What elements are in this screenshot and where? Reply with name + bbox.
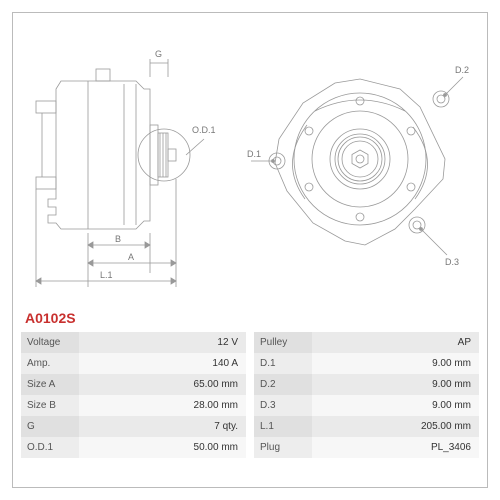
spec-value: 9.00 mm xyxy=(312,374,479,395)
side-view-drawing: G O.D.1 B A L.1 xyxy=(26,29,236,299)
spec-row: PulleyAP xyxy=(254,332,479,353)
spec-label: D.1 xyxy=(254,353,312,374)
spec-row: D.39.00 mm xyxy=(254,395,479,416)
spec-label: D.3 xyxy=(254,395,312,416)
spec-value: 7 qty. xyxy=(79,416,246,437)
part-number: A0102S xyxy=(25,310,479,326)
dim-label-d2: D.2 xyxy=(455,65,469,75)
spec-row: G7 qty. xyxy=(21,416,246,437)
dim-label-od1: O.D.1 xyxy=(192,125,216,135)
spec-sheet-frame: G O.D.1 B A L.1 xyxy=(12,12,488,488)
dim-label-d3: D.3 xyxy=(445,257,459,267)
spec-value: 9.00 mm xyxy=(312,353,479,374)
spec-row: Voltage12 V xyxy=(21,332,246,353)
spec-table: Voltage12 VAmp.140 ASize A65.00 mmSize B… xyxy=(21,332,479,458)
spec-row: PlugPL_3406 xyxy=(254,437,479,458)
spec-label: O.D.1 xyxy=(21,437,79,458)
spec-label: Voltage xyxy=(21,332,79,353)
spec-label: Plug xyxy=(254,437,312,458)
spec-label: Pulley xyxy=(254,332,312,353)
spec-label: G xyxy=(21,416,79,437)
dim-label-b: B xyxy=(115,234,121,244)
spec-label: L.1 xyxy=(254,416,312,437)
spec-row: Amp.140 A xyxy=(21,353,246,374)
spec-col-left: Voltage12 VAmp.140 ASize A65.00 mmSize B… xyxy=(21,332,246,458)
diagram-area: G O.D.1 B A L.1 xyxy=(21,21,479,306)
spec-col-right: PulleyAPD.19.00 mmD.29.00 mmD.39.00 mmL.… xyxy=(254,332,479,458)
spec-label: D.2 xyxy=(254,374,312,395)
spec-value: 50.00 mm xyxy=(79,437,246,458)
spec-row: D.29.00 mm xyxy=(254,374,479,395)
spec-value: 65.00 mm xyxy=(79,374,246,395)
spec-value: AP xyxy=(312,332,479,353)
spec-row: D.19.00 mm xyxy=(254,353,479,374)
spec-value: 28.00 mm xyxy=(79,395,246,416)
dim-label-d1: D.1 xyxy=(247,149,261,159)
dim-label-g: G xyxy=(155,49,162,59)
spec-value: 140 A xyxy=(79,353,246,374)
spec-row: Size B28.00 mm xyxy=(21,395,246,416)
spec-row: L.1205.00 mm xyxy=(254,416,479,437)
spec-row: O.D.150.00 mm xyxy=(21,437,246,458)
spec-label: Amp. xyxy=(21,353,79,374)
spec-value: PL_3406 xyxy=(312,437,479,458)
spec-label: Size B xyxy=(21,395,79,416)
front-view-drawing: D.1 D.2 D.3 xyxy=(245,29,475,299)
dim-label-a: A xyxy=(128,252,134,262)
spec-label: Size A xyxy=(21,374,79,395)
dim-label-l1: L.1 xyxy=(100,270,113,280)
spec-value: 12 V xyxy=(79,332,246,353)
spec-value: 9.00 mm xyxy=(312,395,479,416)
spec-value: 205.00 mm xyxy=(312,416,479,437)
spec-row: Size A65.00 mm xyxy=(21,374,246,395)
